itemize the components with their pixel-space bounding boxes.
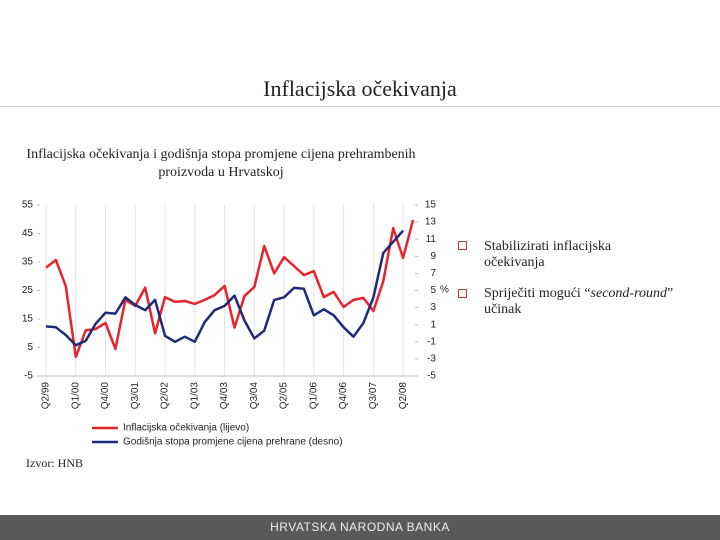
source: Izvor: HNB [26,456,83,470]
y-tick-label: 25 [22,285,34,296]
series-line [45,229,405,347]
x-tick-label: Q2/99 [41,382,52,410]
legend-label: Inflacijska očekivanja (lijevo) [123,423,249,434]
bullet: Stabilizirati inflacijska očekivanja [484,239,674,271]
x-tick-label: Q3/01 [130,382,141,410]
y2-axis-label: % [440,285,449,296]
legend-label: Godišnja stopa promjene cijena prehrane … [123,437,343,448]
x-tick-label: Q2/08 [398,382,409,410]
x-tick-label: Q2/05 [279,382,290,410]
bullet-marker [458,289,467,298]
bullet-text: Stabilizirati inflacijska očekivanja [484,239,612,270]
x-tick-label: Q1/06 [308,382,319,410]
x-tick-label: Q4/03 [219,382,230,410]
y2-tick-label: 3 [430,302,436,313]
x-tick-label: Q3/07 [368,382,379,410]
footer-text: HRVATSKA NARODNA BANKA [270,520,450,534]
bullet-text: Spriječiti mogući “ [484,286,591,301]
y2-tick-label: -3 [427,354,436,365]
x-tick-label: Q2/02 [160,382,171,410]
bullet-text: ” učinak [484,286,674,317]
y-tick-label: 15 [22,314,34,325]
y-tick-label: 35 [22,257,34,268]
bullet-marker [458,241,467,250]
y2-tick-label: 11 [426,234,437,245]
y2-tick-label: 5 [430,285,436,296]
y-tick-label: 55 [22,200,34,211]
series-line [45,219,415,359]
x-tick-label: Q4/06 [338,382,349,410]
y2-tick-label: -5 [427,371,436,382]
y2-tick-label: 1 [430,319,436,330]
chart: Q2/99 Q1/00 Q4/00 Q3/01 Q2/02 Q1/03 Q4/03 Q3/04… [22,200,449,448]
y-tick-label: 5 [27,342,33,353]
y2-tick-label: 13 [425,217,437,228]
x-tick-label: Q1/03 [189,382,200,410]
slide-title: Inflacijska očekivanja [263,76,457,101]
footer-bar [0,515,720,540]
x-tick-label: Q1/00 [70,382,81,410]
title-rule [0,106,720,107]
y2-tick-label: 15 [425,200,437,211]
bullet: Spriječiti mogući “second-round” učinak [484,286,674,318]
bullet-text: second-round [590,286,667,301]
y-tick-label: -5 [24,371,33,382]
chart-title: Inflacijska očekivanja i godišnja stopa … [26,147,416,180]
y2-tick-label: 7 [430,268,436,279]
y2-tick-label: -1 [427,336,436,347]
x-tick-label: Q3/04 [249,382,260,410]
y2-tick-label: 9 [430,251,436,262]
y-tick-label: 45 [22,228,34,239]
x-tick-label: Q4/00 [100,382,111,410]
